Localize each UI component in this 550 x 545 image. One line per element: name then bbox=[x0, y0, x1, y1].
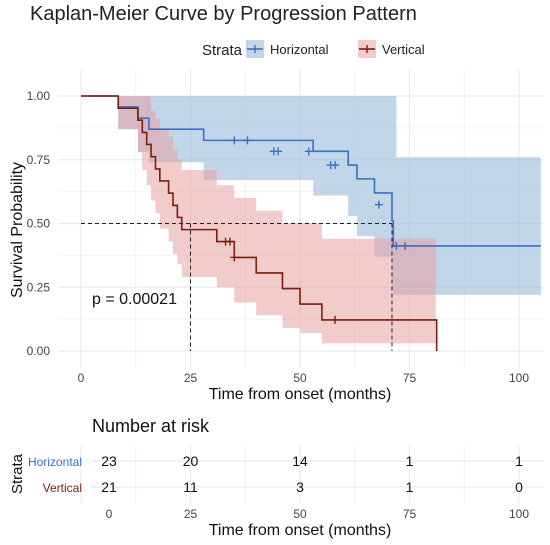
x-axis-label: Time from onset (months) bbox=[209, 386, 392, 403]
risk-row-label-vertical: Vertical bbox=[43, 481, 82, 495]
censor-mark bbox=[243, 136, 252, 145]
censor-mark bbox=[331, 161, 340, 170]
y-tick-label: 0.25 bbox=[27, 280, 51, 294]
risk-table-title: Number at risk bbox=[92, 416, 210, 436]
x-tick-label: 25 bbox=[184, 371, 198, 385]
risk-cell: 1 bbox=[406, 453, 414, 469]
risk-table-grid bbox=[80, 446, 544, 503]
risk-x-tick-label: 50 bbox=[293, 507, 307, 521]
risk-cell: 20 bbox=[183, 453, 199, 469]
risk-cell: 21 bbox=[101, 479, 117, 495]
x-tick-label: 50 bbox=[293, 371, 307, 385]
ci-band-vertical bbox=[81, 96, 436, 344]
censor-mark bbox=[230, 253, 239, 262]
risk-cell: 1 bbox=[406, 479, 414, 495]
p-value: p = 0.00021 bbox=[92, 291, 177, 308]
median-lines bbox=[81, 223, 393, 351]
risk-cell: 1 bbox=[515, 453, 523, 469]
x-tick-label: 75 bbox=[403, 371, 417, 385]
risk-row-label-horizontal: Horizontal bbox=[28, 455, 82, 469]
risk-cell: 14 bbox=[292, 453, 308, 469]
x-tick-label: 100 bbox=[509, 371, 529, 385]
km-curve-vertical bbox=[81, 95, 438, 351]
y-tick-labels: 0.00 0.25 0.50 0.75 1.00 bbox=[27, 89, 51, 358]
y-tick-label: 0.75 bbox=[27, 153, 51, 167]
survival-curves bbox=[81, 95, 541, 351]
x-tick-label: 0 bbox=[78, 371, 85, 385]
risk-table-ylabel: Strata bbox=[9, 453, 26, 494]
risk-x-tick-label: 0 bbox=[106, 507, 113, 521]
chart-title: Kaplan-Meier Curve by Progression Patter… bbox=[30, 3, 417, 25]
censor-mark bbox=[401, 241, 410, 250]
legend-label-horizontal: Horizontal bbox=[270, 42, 329, 57]
censor-marks bbox=[221, 136, 410, 324]
legend-label-vertical: Vertical bbox=[382, 42, 425, 57]
y-axis-label: Survival Probability bbox=[9, 162, 26, 298]
risk-table-xlabel: Time from onset (months) bbox=[209, 522, 392, 539]
risk-x-tick-label: 75 bbox=[403, 507, 417, 521]
censor-mark bbox=[331, 315, 340, 324]
risk-cell: 3 bbox=[296, 479, 304, 495]
y-tick-label: 0.00 bbox=[27, 344, 51, 358]
censor-mark bbox=[230, 136, 239, 145]
censor-mark bbox=[225, 237, 234, 246]
legend-title: Strata bbox=[202, 42, 243, 59]
censor-mark bbox=[304, 147, 313, 156]
legend: Strata Horizontal Vertical bbox=[202, 40, 425, 59]
censor-mark bbox=[274, 147, 283, 156]
risk-x-tick-label: 25 bbox=[184, 507, 198, 521]
censor-mark bbox=[374, 200, 383, 209]
risk-table-x-ticks: 0 25 50 75 100 bbox=[106, 507, 530, 521]
y-tick-label: 0.50 bbox=[27, 217, 51, 231]
risk-cell: 11 bbox=[183, 479, 198, 495]
censor-mark bbox=[392, 241, 401, 250]
risk-cell: 23 bbox=[101, 453, 117, 469]
risk-cell: 0 bbox=[515, 479, 523, 495]
y-tick-label: 1.00 bbox=[27, 89, 51, 103]
x-tick-labels: 0 25 50 75 100 bbox=[78, 371, 530, 385]
risk-x-tick-label: 100 bbox=[509, 507, 529, 521]
